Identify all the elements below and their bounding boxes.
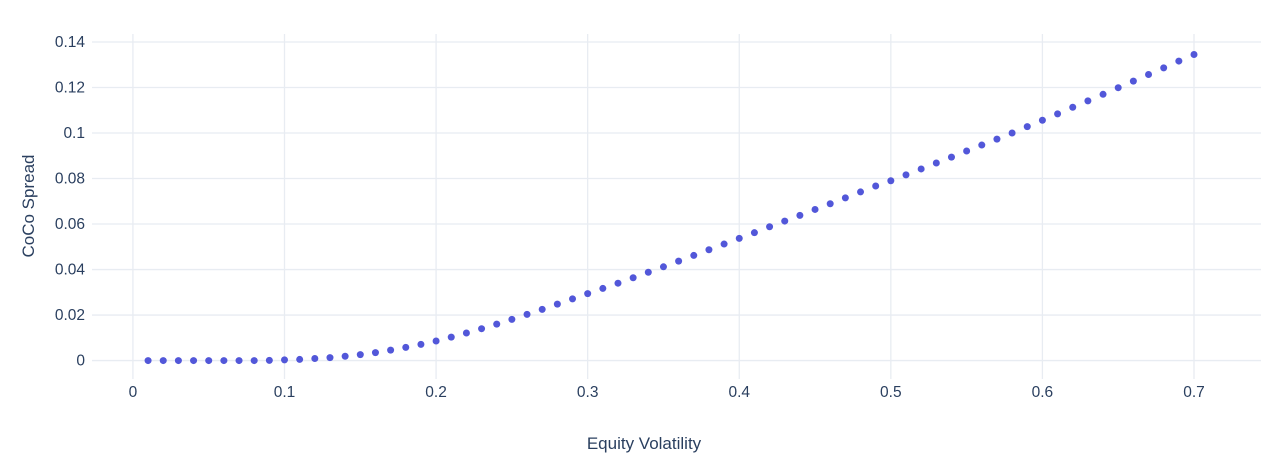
x-tick-label: 0.4 [728,384,750,401]
x-tick-label: 0 [129,384,138,401]
y-tick-label: 0.02 [55,307,85,324]
x-tick-label: 0.1 [274,384,296,401]
data-point[interactable] [462,329,470,337]
data-point[interactable] [644,268,652,276]
data-point[interactable] [250,357,258,365]
data-point[interactable] [235,357,243,365]
x-tick-label: 0.2 [425,384,447,401]
data-point[interactable] [1084,97,1092,105]
data-point[interactable] [1160,64,1168,72]
data-point[interactable] [857,188,865,196]
y-tick-label: 0.1 [63,125,85,142]
x-tick-label: 0.5 [880,384,902,401]
data-point[interactable] [705,246,713,254]
data-point[interactable] [675,257,683,265]
data-point[interactable] [569,295,577,303]
data-point[interactable] [720,240,728,248]
data-point[interactable] [190,357,198,365]
data-point[interactable] [281,356,289,364]
data-point[interactable] [159,357,167,365]
data-point[interactable] [144,357,152,365]
data-point[interactable] [538,305,546,313]
data-point[interactable] [1129,77,1137,85]
data-point[interactable] [508,315,516,323]
data-point[interactable] [993,135,1001,143]
data-point[interactable] [932,159,940,167]
data-point[interactable] [902,171,910,179]
data-point[interactable] [826,200,834,208]
data-point[interactable] [947,153,955,161]
data-point[interactable] [220,357,228,365]
y-tick-label: 0.06 [55,216,85,233]
data-point[interactable] [584,290,592,298]
x-tick-label: 0.6 [1032,384,1054,401]
data-point[interactable] [478,325,486,333]
data-point[interactable] [432,337,440,345]
data-point[interactable] [447,333,455,341]
data-point[interactable] [356,351,364,359]
data-point[interactable] [387,346,395,354]
data-point[interactable] [523,310,531,318]
data-point[interactable] [796,211,804,219]
y-tick-label: 0.14 [55,34,86,51]
data-point[interactable] [341,352,349,360]
data-point[interactable] [963,147,971,155]
data-point[interactable] [311,355,319,363]
data-point[interactable] [872,182,880,190]
data-point[interactable] [766,223,774,231]
data-point[interactable] [417,340,425,348]
data-point[interactable] [371,349,379,357]
data-point[interactable] [887,177,895,185]
data-point[interactable] [735,234,743,242]
data-point[interactable] [1023,123,1031,131]
data-point[interactable] [326,354,334,362]
data-point[interactable] [811,205,819,213]
y-axis-title: CoCo Spread [19,154,38,258]
data-point[interactable] [599,284,607,292]
data-point[interactable] [978,141,986,149]
data-point[interactable] [750,229,758,237]
data-point[interactable] [205,357,213,365]
data-point[interactable] [1069,103,1077,111]
data-point[interactable] [174,357,182,365]
data-point[interactable] [1038,116,1046,124]
data-point[interactable] [781,217,789,225]
data-point[interactable] [1114,84,1122,92]
y-tick-label: 0 [76,353,85,370]
x-tick-label: 0.3 [577,384,599,401]
data-point[interactable] [265,356,273,364]
data-point[interactable] [1190,50,1198,58]
x-tick-label: 0.7 [1183,384,1205,401]
data-point[interactable] [1145,71,1153,79]
y-tick-label: 0.12 [55,79,85,96]
data-point[interactable] [553,300,561,308]
data-point[interactable] [493,320,501,328]
data-point[interactable] [690,251,698,259]
x-axis-title: Equity Volatility [586,434,702,453]
data-point[interactable] [614,279,622,287]
data-point[interactable] [841,194,849,202]
data-point[interactable] [629,274,637,282]
data-point[interactable] [1175,57,1183,65]
data-point[interactable] [1054,110,1062,118]
data-point[interactable] [659,263,667,271]
data-point[interactable] [296,355,304,363]
data-point[interactable] [1099,90,1107,98]
data-point[interactable] [1008,129,1016,137]
data-point[interactable] [917,165,925,173]
y-tick-label: 0.08 [55,171,85,188]
data-point[interactable] [402,343,410,351]
y-tick-label: 0.04 [55,262,86,279]
